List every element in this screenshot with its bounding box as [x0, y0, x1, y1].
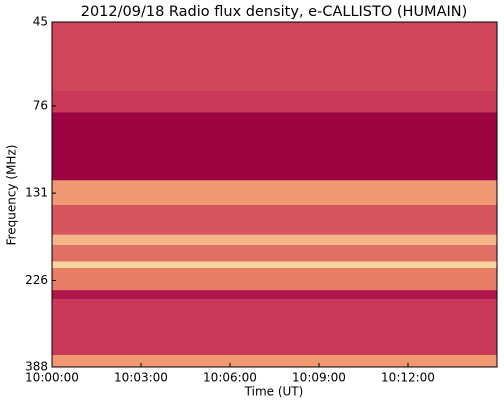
x-tick-label: 10:12:00: [381, 371, 435, 385]
x-axis-label: Time (UT): [244, 385, 304, 399]
y-tick-label: 226: [25, 273, 48, 287]
x-tick-label: 10:03:00: [114, 371, 168, 385]
spectrum-band: [52, 234, 497, 245]
spectrum-band: [52, 290, 497, 300]
spectrum-band: [52, 355, 497, 367]
y-tick-label: 388: [25, 360, 48, 374]
x-tick-label: 10:00:00: [25, 371, 79, 385]
spectrum-band: [52, 261, 497, 268]
x-tick-label: 10:09:00: [292, 371, 346, 385]
spectrum-band: [52, 267, 497, 291]
y-tick-label: 45: [33, 15, 48, 29]
spectrum-band: [52, 204, 497, 235]
plot-frame: [51, 21, 498, 368]
spectrum-band: [52, 180, 497, 205]
spectrum-band: [52, 244, 497, 262]
y-axis-label: Frequency (MHz): [5, 145, 19, 246]
spectrum-band: [52, 112, 497, 181]
x-tick-label: 10:06:00: [203, 371, 257, 385]
y-tick-label: 76: [33, 98, 48, 112]
y-tick-label: 131: [25, 186, 48, 200]
plot-area: [52, 22, 497, 367]
spectrum-band: [52, 90, 497, 113]
spectrum-band: [52, 299, 497, 356]
chart-title: 2012/09/18 Radio flux density, e-CALLIST…: [81, 4, 468, 20]
spectrum-band: [52, 22, 497, 91]
